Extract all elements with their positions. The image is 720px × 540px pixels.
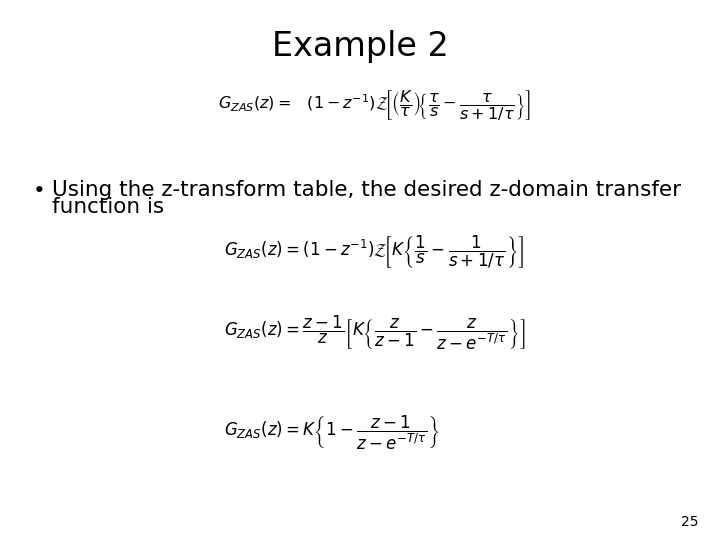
Text: function is: function is bbox=[52, 197, 164, 217]
Text: $G_{ZAS}(z) = K\left\{1 - \dfrac{z-1}{z - e^{-T/\tau}}\right\}$: $G_{ZAS}(z) = K\left\{1 - \dfrac{z-1}{z … bbox=[223, 414, 439, 452]
Text: Using the z-transform table, the desired z-domain transfer: Using the z-transform table, the desired… bbox=[52, 180, 681, 200]
Text: Example 2: Example 2 bbox=[271, 30, 449, 63]
Text: $G_{ZAS}(z) = \;\;\; (1 - z^{-1})\mathcal{Z}\!\left[\left(\dfrac{K}{\tau}\right): $G_{ZAS}(z) = \;\;\; (1 - z^{-1})\mathca… bbox=[217, 89, 531, 122]
Text: 25: 25 bbox=[681, 515, 698, 529]
Text: $G_{ZAS}(z) = \dfrac{z-1}{z}\left[K\left\{\dfrac{z}{z-1} - \dfrac{z}{z - e^{-T/\: $G_{ZAS}(z) = \dfrac{z-1}{z}\left[K\left… bbox=[224, 314, 525, 352]
Text: •: • bbox=[32, 181, 45, 201]
Text: $G_{ZAS}(z) = (1 - z^{-1})\mathcal{Z}\!\left[K\left\{\dfrac{1}{s} - \dfrac{1}{s : $G_{ZAS}(z) = (1 - z^{-1})\mathcal{Z}\!\… bbox=[224, 233, 525, 269]
